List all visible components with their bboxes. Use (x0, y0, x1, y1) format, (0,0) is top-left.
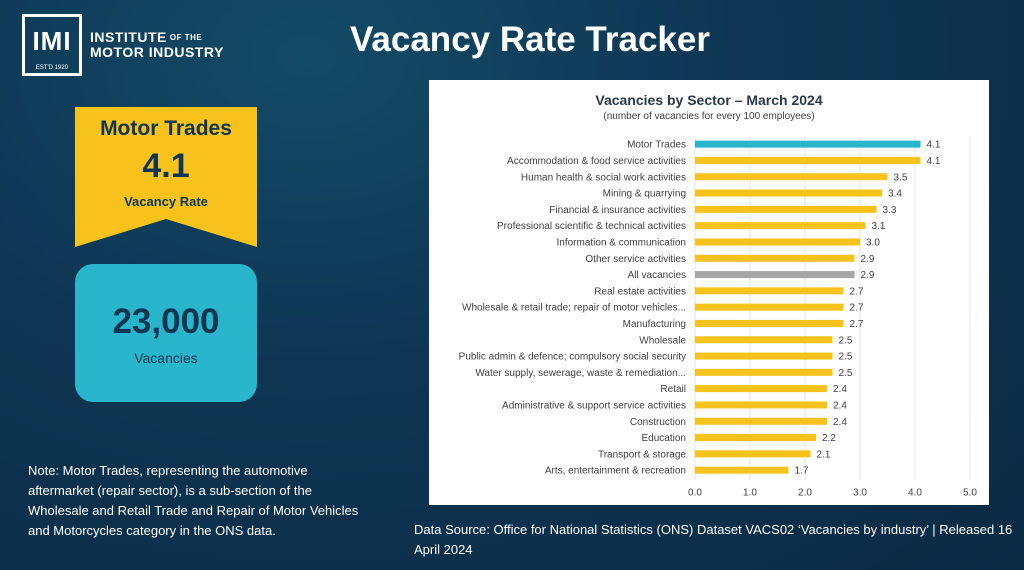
bar (695, 205, 877, 213)
category-label: Mining & quarrying (603, 189, 686, 200)
category-label: Transport & storage (598, 449, 686, 460)
category-label: Manufacturing (623, 319, 686, 330)
category-label: Arts, entertainment & recreation (545, 466, 686, 477)
category-label: Financial & insurance activities (549, 205, 686, 216)
logo-line1: INSTITUTE (90, 29, 167, 45)
category-label: Public admin & defence; compulsory socia… (459, 352, 686, 363)
vacancies-label: Vacancies (134, 350, 198, 366)
category-label: Retail (660, 384, 686, 395)
bar (695, 385, 827, 393)
bar (695, 450, 811, 458)
bar (695, 189, 882, 197)
value-label: 2.4 (833, 384, 847, 395)
imi-logo: IMI EST'D 1920 INSTITUTE OF THE MOTOR IND… (22, 14, 224, 76)
bar (695, 140, 921, 148)
logo-line1-small: OF THE (169, 33, 203, 42)
bar (695, 271, 855, 279)
motor-trades-rate-pennant: Motor Trades 4.1 Vacancy Rate (75, 107, 257, 247)
pennant-sector: Motor Trades (100, 117, 232, 140)
vacancies-card: 23,000 Vacancies (75, 264, 257, 402)
page-title: Vacancy Rate Tracker (350, 20, 710, 59)
value-label: 4.1 (927, 156, 941, 167)
bar (695, 319, 844, 327)
value-label: 2.7 (850, 319, 864, 330)
bar (695, 368, 833, 376)
value-label: 2.5 (839, 335, 853, 346)
logo-letters: IMI (32, 25, 72, 56)
logo-est: EST'D 1920 (35, 65, 69, 71)
data-source: Data Source: Office for National Statist… (414, 522, 1013, 557)
vacancies-value: 23,000 (112, 302, 220, 341)
value-label: 3.1 (872, 221, 886, 232)
bar (695, 434, 816, 442)
x-tick-label: 5.0 (963, 487, 977, 498)
bar-chart: Vacancies by Sector – March 2024 (number… (459, 92, 978, 498)
bar (695, 417, 827, 425)
note-text: Note: Motor Trades, representing the aut… (28, 463, 359, 538)
chart-title: Vacancies by Sector – March 2024 (595, 92, 822, 108)
bar (695, 238, 860, 246)
category-label: Motor Trades (627, 140, 686, 151)
value-label: 2.7 (850, 303, 864, 314)
value-label: 1.7 (795, 466, 809, 477)
category-label: Information & communication (556, 237, 686, 248)
value-label: 2.2 (822, 433, 836, 444)
category-label: Water supply, sewerage, waste & remediat… (475, 368, 686, 379)
bar (695, 156, 921, 164)
category-label: Accommodation & food service activities (507, 156, 686, 167)
value-label: 3.0 (866, 237, 880, 248)
chart-panel: Vacancies by Sector – March 2024 (number… (429, 80, 989, 505)
category-label: Professional scientific & technical acti… (497, 221, 686, 232)
value-label: 2.1 (817, 449, 831, 460)
bar (695, 336, 833, 344)
x-tick-label: 3.0 (853, 487, 867, 498)
category-label: Real estate activities (594, 286, 686, 297)
logo-mark: IMI EST'D 1920 (22, 14, 82, 76)
bar (695, 254, 855, 262)
value-label: 2.5 (839, 352, 853, 363)
value-label: 2.9 (861, 254, 875, 265)
category-label: Education (642, 433, 686, 444)
x-tick-label: 2.0 (798, 487, 812, 498)
bar (695, 352, 833, 360)
value-label: 2.4 (833, 400, 847, 411)
category-label: Construction (630, 417, 686, 428)
bar (695, 222, 866, 230)
bar (695, 287, 844, 295)
value-label: 2.9 (861, 270, 875, 281)
logo-wordmark: INSTITUTE OF THE MOTOR INDUSTRY (90, 30, 224, 60)
pennant-rate-value: 4.1 (142, 147, 190, 185)
category-label: Human health & social work activities (521, 172, 686, 183)
x-tick-label: 4.0 (908, 487, 922, 498)
category-label: Administrative & support service activit… (502, 400, 686, 411)
bar (695, 303, 844, 311)
bar (695, 401, 827, 409)
x-tick-label: 0.0 (688, 487, 702, 498)
pennant-rate-label: Vacancy Rate (124, 194, 208, 209)
value-label: 2.7 (850, 286, 864, 297)
logo-line2: MOTOR INDUSTRY (90, 44, 224, 60)
value-label: 4.1 (927, 140, 941, 151)
value-label: 3.4 (888, 189, 902, 200)
bar (695, 173, 888, 181)
value-label: 3.5 (894, 172, 908, 183)
bar (695, 466, 789, 474)
value-label: 2.4 (833, 417, 847, 428)
category-label: Other service activities (585, 254, 686, 265)
chart-subtitle: (number of vacancies for every 100 emplo… (603, 111, 814, 122)
value-label: 3.3 (883, 205, 897, 216)
category-label: All vacancies (628, 270, 686, 281)
category-label: Wholesale & retail trade; repair of moto… (462, 303, 686, 314)
category-label: Wholesale (639, 335, 686, 346)
value-label: 2.5 (839, 368, 853, 379)
x-tick-label: 1.0 (743, 487, 757, 498)
